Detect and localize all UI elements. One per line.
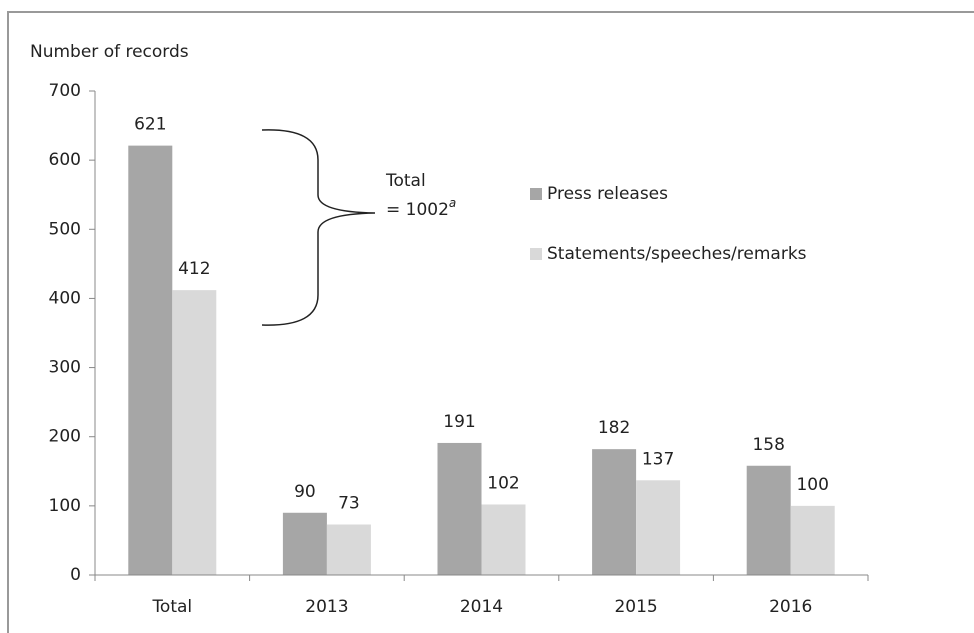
value-label: 621 (134, 115, 166, 135)
x-tick-label: 2014 (460, 597, 503, 617)
y-tick-label: 200 (49, 427, 81, 447)
value-label: 158 (752, 435, 784, 455)
bar (326, 524, 371, 575)
value-label: 191 (443, 412, 475, 432)
bar (592, 449, 637, 575)
legend-swatch (530, 248, 542, 260)
y-tick-label: 0 (70, 565, 81, 585)
brace (261, 129, 376, 326)
annotation-superscript: a (449, 196, 456, 210)
bar (481, 504, 526, 575)
legend-label: Press releases (547, 184, 668, 204)
value-label: 90 (294, 482, 316, 502)
x-tick-label: 2016 (769, 597, 812, 617)
value-label: 412 (178, 259, 210, 279)
bar (128, 145, 173, 575)
value-label: 137 (642, 449, 674, 469)
legend-swatch (530, 188, 542, 200)
annotation-text: = 1002 (386, 200, 449, 220)
y-tick-label: 600 (49, 150, 81, 170)
y-tick-label: 400 (49, 288, 81, 308)
bar (437, 442, 482, 575)
value-label: 100 (796, 475, 828, 495)
y-tick-label: 300 (49, 358, 81, 378)
value-label: 102 (487, 473, 519, 493)
bar (790, 505, 835, 575)
y-tick-label: 700 (49, 81, 81, 101)
value-label: 182 (598, 418, 630, 438)
bar (282, 512, 327, 575)
bar (636, 480, 681, 575)
y-axis-label: Number of records (30, 42, 189, 62)
x-tick-label: 2013 (305, 597, 348, 617)
bar (746, 465, 791, 575)
x-tick-label: Total (151, 597, 192, 617)
annotation-line: Total (385, 171, 426, 191)
y-tick-label: 100 (49, 496, 81, 516)
y-tick-label: 500 (49, 219, 81, 239)
legend-label: Statements/speeches/remarks (547, 244, 807, 264)
annotation-line: = 1002a (386, 196, 456, 221)
value-label: 73 (338, 494, 360, 514)
bar (172, 290, 217, 575)
x-tick-label: 2015 (614, 597, 657, 617)
